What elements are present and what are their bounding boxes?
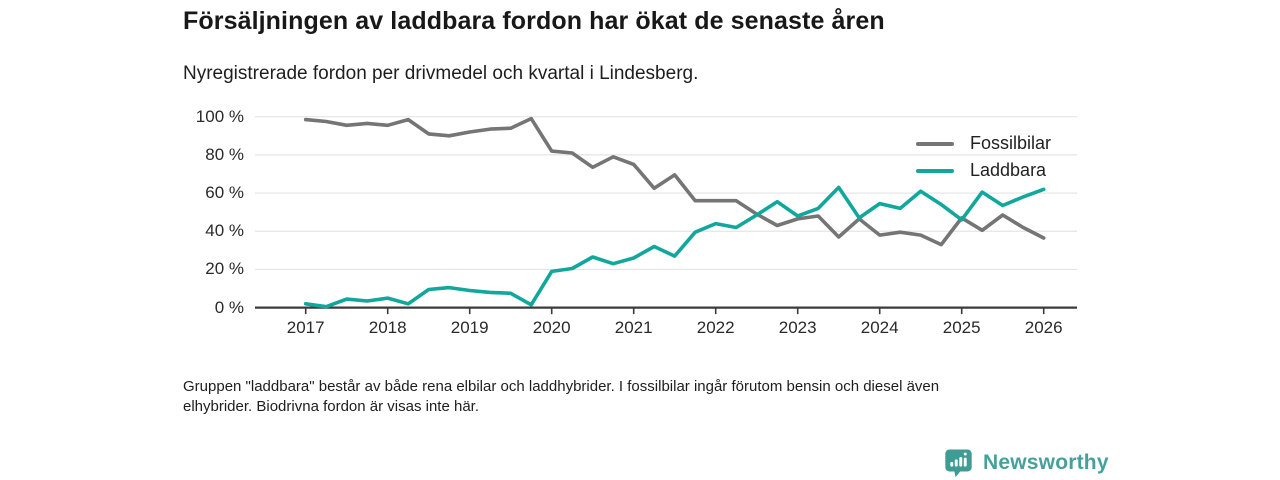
legend-item-fossilbilar: Fossilbilar (916, 130, 1051, 157)
chart-legend: Fossilbilar Laddbara (916, 130, 1051, 184)
legend-label-fossilbilar: Fossilbilar (970, 133, 1052, 153)
y-axis-label: 60 % (205, 183, 244, 203)
legend-swatch-fossilbilar (916, 141, 954, 146)
x-axis-label: 2026 (1024, 317, 1063, 337)
y-axis-label: 0 % (214, 297, 244, 317)
footnote-line-1: Gruppen "laddbara" består av både rena e… (183, 378, 940, 395)
x-axis-label: 2020 (532, 317, 571, 337)
plot-svg (255, 116, 1077, 315)
x-axis-label: 2022 (696, 317, 735, 337)
x-axis-label: 2017 (286, 317, 325, 337)
x-axis-label: 2019 (450, 317, 489, 337)
legend-label-laddbara: Laddbara (970, 160, 1047, 180)
y-axis-label: 40 % (205, 221, 244, 241)
y-axis-label: 20 % (205, 259, 244, 279)
y-axis-label: 100 % (195, 106, 244, 126)
chart-title: Försäljningen av laddbara fordon har öka… (183, 7, 885, 35)
fossilbilar-line (303, 116, 1046, 247)
x-axis-label: 2024 (860, 317, 899, 337)
chart-footnote: Gruppen "laddbara" består av både rena e… (183, 377, 1083, 417)
chart-subtitle: Nyregistrerade fordon per drivmedel och … (183, 63, 699, 84)
legend-item-laddbara: Laddbara (916, 157, 1051, 184)
newsworthy-bubble-chart-icon (945, 449, 972, 478)
y-axis-label: 80 % (205, 144, 244, 164)
x-axis-label: 2023 (778, 317, 817, 337)
x-axis-label: 2021 (614, 317, 653, 337)
footnote-line-2: elhybrider. Biodrivna fordon är visas in… (183, 398, 479, 415)
newsworthy-logo[interactable]: Newsworthy (944, 448, 1109, 478)
x-axis-label: 2025 (942, 317, 981, 337)
x-axis-label: 2018 (368, 317, 407, 337)
laddbara-line (303, 185, 1046, 309)
legend-swatch-laddbara (916, 168, 954, 173)
newsworthy-wordmark: Newsworthy (983, 451, 1109, 474)
